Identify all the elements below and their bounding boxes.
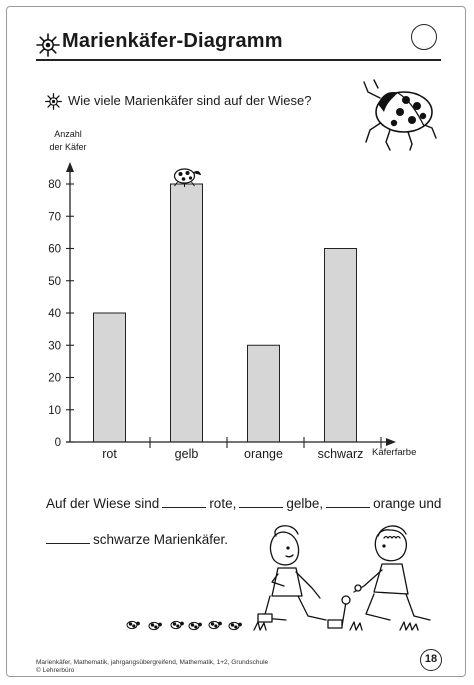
answer-blank-schwarz[interactable] bbox=[46, 531, 90, 544]
score-circle bbox=[411, 24, 437, 50]
answer-blank-gelb[interactable] bbox=[239, 495, 284, 508]
question-text: Wie viele Marienkäfer sind auf der Wiese… bbox=[68, 93, 312, 108]
children-illustration bbox=[253, 525, 431, 631]
exercise-text-4: orange und bbox=[373, 496, 442, 511]
exercise-text-1: Auf der Wiese sind bbox=[46, 496, 160, 511]
question-sun-icon bbox=[45, 93, 62, 110]
exercise-text-3: gelbe, bbox=[286, 496, 324, 511]
footer: Marienkäfer, Mathematik, jahrgangsübergr… bbox=[36, 659, 268, 675]
ladybug-row-illustration bbox=[126, 620, 242, 631]
x-axis-arrow bbox=[386, 438, 396, 446]
y-tick-label: 0 bbox=[55, 437, 61, 449]
title-underline bbox=[36, 59, 441, 61]
x-axis-title: Käferfarbe bbox=[372, 447, 417, 458]
page-frame bbox=[6, 6, 466, 677]
answer-blank-orange[interactable] bbox=[326, 495, 371, 508]
exercise-line-1: Auf der Wiese sind rote, gelbe, orange und bbox=[46, 495, 441, 511]
bar-chart: 0 10 20 30 40 50 60 70 80 rot gelb orange schwarz bbox=[48, 162, 396, 461]
exercise-text-5: schwarze Marienkäfer. bbox=[93, 532, 229, 547]
x-tick-label: rot bbox=[102, 447, 117, 461]
y-tick-label: 40 bbox=[48, 308, 61, 320]
y-tick-label: 20 bbox=[48, 373, 61, 385]
x-tick-label: gelb bbox=[175, 447, 199, 461]
footer-line-2: © Lehrerbüro bbox=[36, 667, 75, 674]
small-ladybug-icon bbox=[173, 168, 202, 187]
answer-blank-rot[interactable] bbox=[162, 495, 207, 508]
y-axis-title-line-1: Anzahl bbox=[54, 129, 82, 139]
x-tick-label: orange bbox=[244, 447, 283, 461]
exercise-text-2: rote, bbox=[209, 496, 237, 511]
page-number: 18 bbox=[420, 649, 442, 671]
y-tick-label: 60 bbox=[48, 244, 61, 256]
bar-orange bbox=[247, 344, 280, 443]
bar-gelb bbox=[170, 183, 203, 443]
y-tick-label: 10 bbox=[48, 405, 61, 417]
page-title: Marienkäfer-Diagramm bbox=[62, 30, 283, 52]
footer-line-1: Marienkäfer, Mathematik, jahrgangsübergr… bbox=[36, 659, 269, 666]
y-axis-title-line-2: der Käfer bbox=[49, 142, 87, 152]
exercise-line-2: schwarze Marienkäfer. bbox=[46, 531, 228, 547]
y-axis-title: Anzahl der Käfer bbox=[40, 128, 96, 154]
x-tick-label: schwarz bbox=[318, 447, 364, 461]
y-axis-arrow bbox=[66, 162, 74, 172]
y-tick-label: 50 bbox=[48, 276, 61, 288]
y-tick-label: 30 bbox=[48, 340, 61, 352]
bar-rot bbox=[93, 312, 126, 443]
bar-schwarz bbox=[324, 248, 357, 443]
y-tick-label: 80 bbox=[48, 179, 61, 191]
y-tick-label: 70 bbox=[48, 211, 61, 223]
ladybug-illustration bbox=[363, 79, 437, 151]
title-sun-icon bbox=[36, 33, 60, 57]
